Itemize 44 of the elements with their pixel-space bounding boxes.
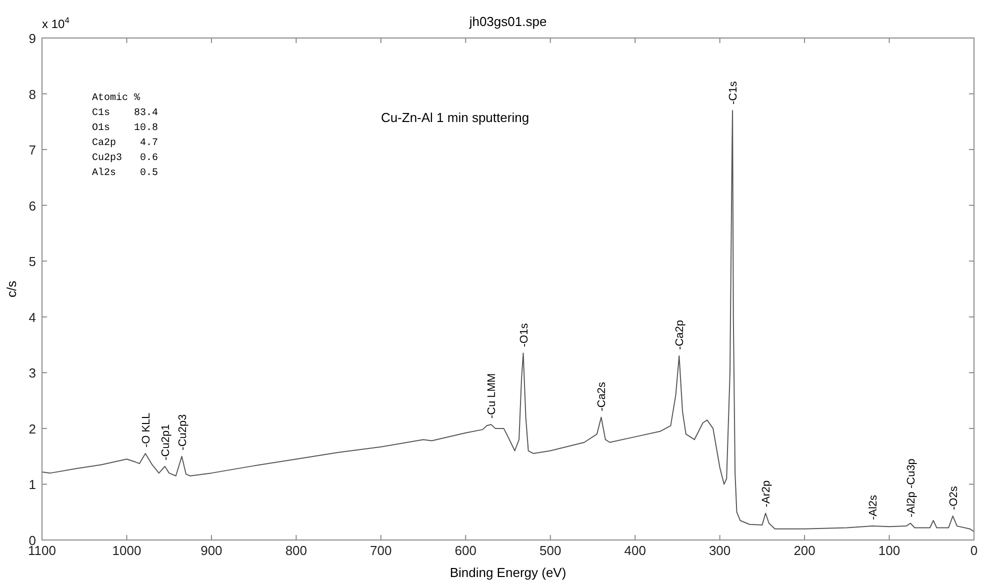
- y-tick-label: 9: [28, 31, 36, 46]
- chart-title: jh03gs01.spe: [468, 14, 547, 29]
- y-tick-label: 3: [28, 366, 36, 381]
- annotation: -Ca2p: [674, 320, 686, 350]
- x-tick-label: 300: [708, 543, 731, 558]
- x-tick-label: 100: [878, 543, 900, 558]
- x-tick-label: 500: [540, 543, 562, 558]
- x-tick-label: 400: [624, 543, 646, 558]
- x-tick-label: 800: [285, 543, 308, 558]
- annotation: Ca2p 4.7: [92, 138, 158, 149]
- annotation: -O2s: [948, 486, 960, 510]
- annotation: -Al2p -Cu3p: [905, 458, 918, 518]
- annotation: -Cu2p1: [160, 424, 172, 460]
- y-tick-label: 5: [28, 254, 36, 270]
- y-tick-label: 7: [28, 142, 36, 158]
- y-tick-label: 1: [28, 477, 36, 492]
- line-series: [42, 110, 974, 532]
- annotation: -O KLL: [140, 412, 152, 448]
- annotation: -Ca2s: [596, 381, 608, 412]
- y-axis-title: c/s: [4, 280, 19, 298]
- annotation: Cu2p3 0.6: [92, 153, 158, 164]
- annotation: Al2s 0.5: [92, 167, 158, 179]
- annotation: -C1s: [728, 80, 740, 105]
- annotation: -O1s: [518, 322, 530, 348]
- x-axis-title: Binding Energy (eV): [450, 565, 566, 580]
- annotation: -Cu2p3: [176, 414, 189, 450]
- annotation: Atomic %: [92, 92, 140, 104]
- annotation: -Cu LMM: [486, 373, 498, 419]
- annotation: O1s 10.8: [92, 123, 158, 134]
- annotation: -Al2s: [867, 494, 880, 520]
- text: x 10$^{4}$: [42, 15, 70, 31]
- x-tick-label: 900: [200, 543, 222, 558]
- x-tick-label: 1000: [112, 543, 142, 558]
- annotation: -Ar2p: [760, 480, 773, 508]
- x-tick-label: 200: [794, 543, 816, 558]
- text: Cu-Zn-Al 1 min sputtering: [380, 110, 530, 125]
- x-tick-label: 0: [970, 543, 978, 558]
- annotation: C1s 83.4: [92, 108, 158, 119]
- y-tick-label: 4: [28, 310, 36, 325]
- y-tick-label: 6: [28, 198, 36, 214]
- x-tick-label: 600: [454, 543, 476, 558]
- x-tick-label: 700: [370, 543, 392, 558]
- y-tick-label: 2: [28, 421, 36, 436]
- y-tick-label: 8: [28, 86, 36, 102]
